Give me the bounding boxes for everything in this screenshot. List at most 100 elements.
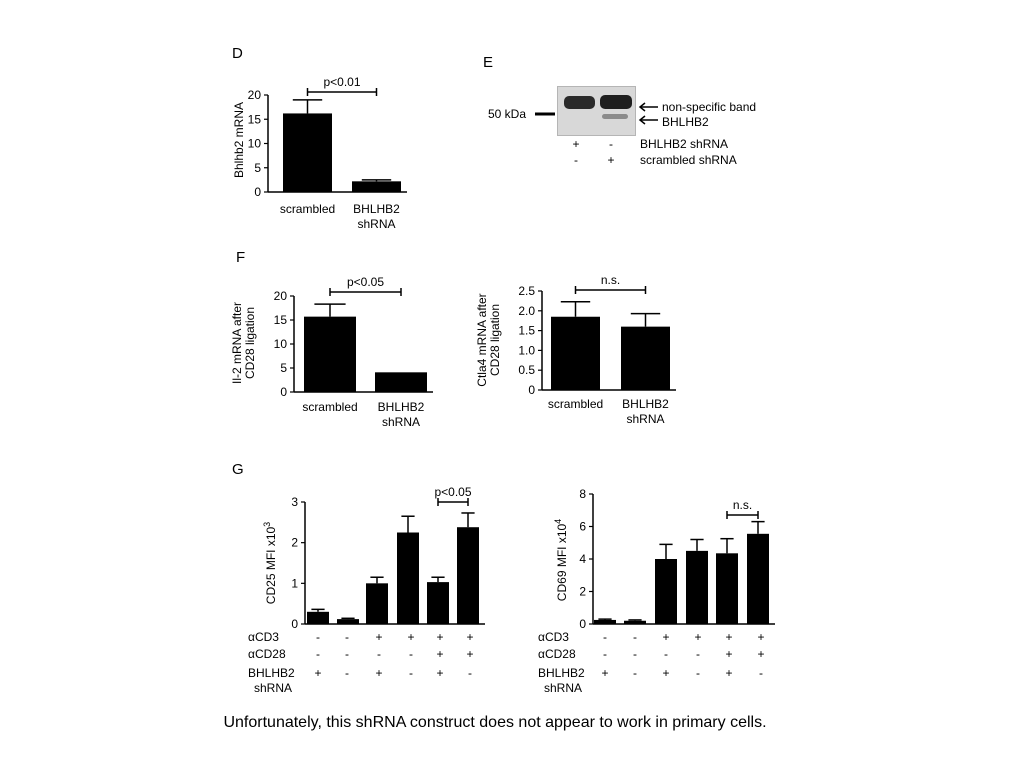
chart5-condition-sign: - [696,647,700,661]
chart4-condition-sign: + [436,630,443,644]
chart5-condition-sign: - [603,647,607,661]
chart5-sig-label: n.s. [733,498,752,512]
band-label-bhlhb2: BHLHB2 [662,115,709,129]
chart5-bar [716,553,738,624]
chart5-condition-sign: + [725,647,732,661]
chart3-sig-label: n.s. [601,273,620,287]
chart4-condition-label: BHLHB2 shRNA [248,666,295,695]
chart2-bar [304,316,356,392]
chart5-condition-label: BHLHB2 shRNA [538,666,585,695]
chart5-y-label: CD69 MFI x104 [553,519,569,601]
blot-sign-r1-l2: - [609,137,613,151]
chart4-ytick-label: 3 [291,495,298,509]
chart4-ytick-label: 0 [291,617,298,631]
blot-row-label-1: BHLHB2 shRNA [640,137,728,151]
chart4-condition-label: αCD3 [248,630,279,644]
chart4-condition-sign: + [314,666,321,680]
chart2-category-label: BHLHB2 shRNA [378,400,425,429]
blot-band-nonspecific-lane1 [564,96,595,109]
chart1-category-label: BHLHB2 shRNA [353,202,400,231]
chart3-bar [621,326,670,390]
chart5-ytick-label: 8 [579,487,586,501]
chart2-ytick-label: 20 [274,289,288,303]
chart2-ytick-label: 15 [274,313,288,327]
chart1-ytick-label: 0 [254,185,261,199]
chart3-ytick-label: 0 [528,383,535,397]
chart4-condition-sign: + [436,647,443,661]
chart5-condition-sign: + [601,666,608,680]
western-blot-image [557,86,636,136]
blot-row-label-2: scrambled shRNA [640,153,737,167]
chart5-bar [655,559,677,624]
chart4-condition-sign: + [466,647,473,661]
blot-band-nonspecific-lane2 [600,95,632,109]
chart2-ytick-label: 5 [280,361,287,375]
chart3-ytick-label: 1.5 [518,324,535,338]
blot-sign-r1-l1: + [572,137,579,151]
chart5-condition-sign: + [694,630,701,644]
chart4-bar [427,582,449,624]
chart5-condition-sign: + [662,630,669,644]
chart1-sig-label: p<0.01 [323,75,360,89]
chart1-ytick-label: 20 [248,88,262,102]
chart1-bar [352,181,401,192]
chart4-condition-sign: - [409,647,413,661]
chart4-bar [337,619,359,624]
chart4-condition-sign: - [468,666,472,680]
chart5-condition-sign: - [759,666,763,680]
western-marker-label: 50 kDa [488,107,526,121]
chart4-condition-sign: + [436,666,443,680]
chart5-condition-sign: - [664,647,668,661]
chart4-condition-sign: - [409,666,413,680]
slide-caption: Unfortunately, this shRNA construct does… [223,714,767,731]
bhlhb2-arrowhead [638,115,646,125]
blot-sign-r2-l2: + [607,153,614,167]
chart3-bar [551,316,600,390]
chart4-condition-sign: + [375,630,382,644]
chart3-ytick-label: 2.5 [518,284,535,298]
chart5-condition-sign: + [725,666,732,680]
chart5-bar [686,550,708,624]
chart1-ytick-label: 10 [248,137,262,151]
chart5-ytick-label: 4 [579,552,586,566]
chart1-y-label: Bhlhb2 mRNA [232,102,246,178]
chart5-condition-label: αCD28 [538,647,576,661]
chart5-ytick-label: 6 [579,520,586,534]
panel-e-letter: E [483,54,493,71]
chart4-panel-letter: G [232,461,244,478]
blot-band-bhlhb2-lane2 [602,114,628,119]
chart5-condition-sign: + [662,666,669,680]
chart1-category-label: scrambled [280,202,335,216]
chart3-category-label: scrambled [548,397,603,411]
chart4-condition-sign: + [375,666,382,680]
chart1-bar [283,113,332,192]
chart5-ytick-label: 2 [579,585,586,599]
chart2-y-label: Il-2 mRNA afterCD28 ligation [230,302,257,384]
chart4-condition-sign: + [466,630,473,644]
chart5-condition-sign: - [633,666,637,680]
chart5-condition-sign: + [757,630,764,644]
chart5-condition-sign: - [633,647,637,661]
chart2-category-label: scrambled [302,400,357,414]
nonspecific-arrowhead [638,102,646,112]
chart4-y-label: CD25 MFI x103 [262,522,278,604]
chart2-bar [375,372,427,392]
chart4-condition-sign: + [407,630,414,644]
chart5-condition-sign: + [757,647,764,661]
chart4-condition-label: αCD28 [248,647,286,661]
chart4-condition-sign: - [316,647,320,661]
chart4-bar [457,527,479,624]
chart2-ytick-label: 0 [280,385,287,399]
chart5-condition-sign: - [603,630,607,644]
chart4-condition-sign: - [345,666,349,680]
chart5-condition-label: αCD3 [538,630,569,644]
chart3-category-label: BHLHB2 shRNA [622,397,669,426]
chart5-bar [624,620,646,624]
chart3-ytick-label: 0.5 [518,363,535,377]
chart4-bar [366,583,388,624]
chart4-bar [307,611,329,624]
chart2-panel-letter: F [236,249,245,266]
blot-sign-r2-l1: - [574,153,578,167]
chart5-bar [594,619,616,624]
